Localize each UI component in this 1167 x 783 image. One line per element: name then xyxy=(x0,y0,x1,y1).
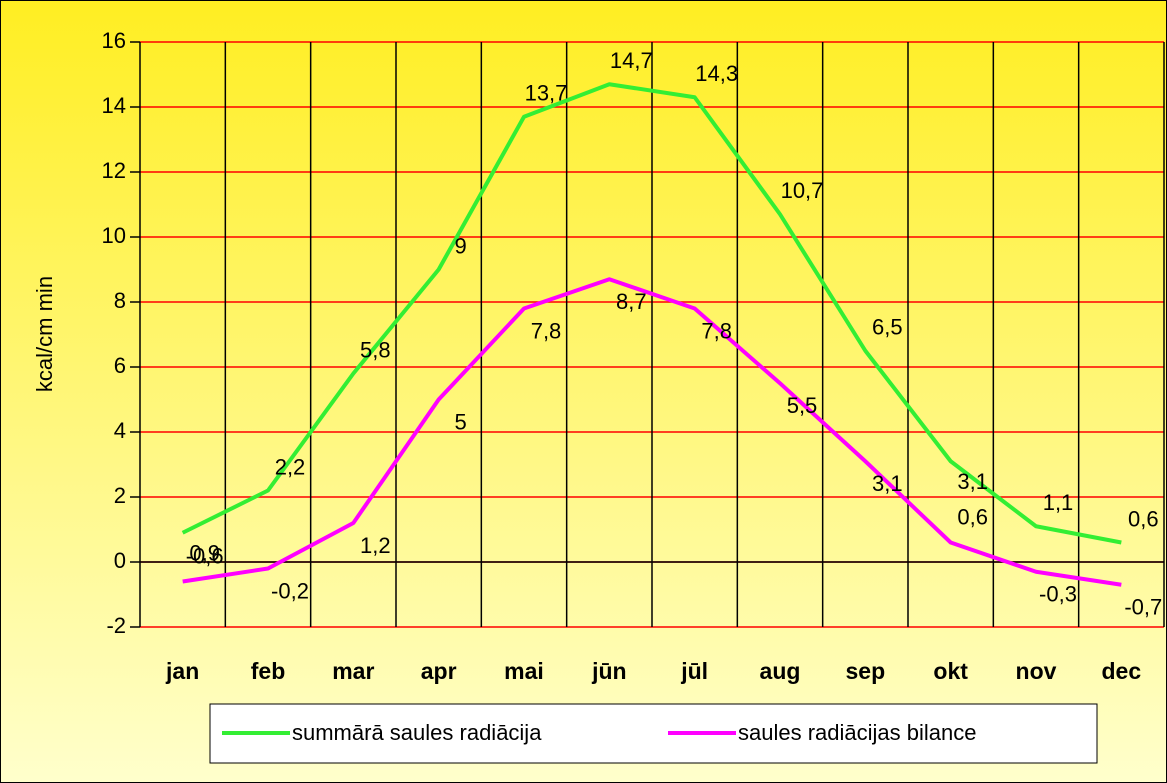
y-tick-label: 14 xyxy=(102,93,126,118)
legend xyxy=(209,703,1098,764)
y-tick-label: 0 xyxy=(114,548,126,573)
y-tick-label: 2 xyxy=(114,483,126,508)
data-label: 7,8 xyxy=(701,318,732,343)
data-label: 0,9 xyxy=(189,541,220,566)
y-tick-label: -2 xyxy=(106,613,126,638)
series-line xyxy=(182,277,1122,587)
x-tick-label: mai xyxy=(504,658,544,684)
x-tick-label: okt xyxy=(933,658,968,684)
x-tick-label: feb xyxy=(251,658,286,684)
data-label: 14,3 xyxy=(695,61,738,86)
x-tick-label: jūn xyxy=(591,658,627,684)
data-label: 14,7 xyxy=(610,48,653,73)
data-label: 3,1 xyxy=(872,471,903,496)
x-tick-label: jan xyxy=(165,658,199,684)
y-tick-label: 16 xyxy=(102,28,126,53)
data-label: -0,6 xyxy=(186,543,224,568)
x-tick-label: sep xyxy=(846,658,886,684)
data-label: 2,2 xyxy=(275,454,306,479)
data-label: 1,2 xyxy=(360,533,391,558)
data-label: 5,5 xyxy=(787,393,818,418)
y-tick-label: 10 xyxy=(102,223,126,248)
data-label: 9 xyxy=(455,233,467,258)
x-tick-label: dec xyxy=(1102,658,1142,684)
y-tick-label: 12 xyxy=(102,158,126,183)
x-tick-label: mar xyxy=(332,658,374,684)
data-label: -0,2 xyxy=(271,578,309,603)
y-axis-label: kcal/cm min xyxy=(32,276,57,392)
x-tick-label: aug xyxy=(760,658,801,684)
legend-label: saules radiācijas bilance xyxy=(738,720,976,745)
x-tick-label: jūl xyxy=(680,658,708,684)
y-tick-label: 6 xyxy=(114,353,126,378)
data-label: 6,5 xyxy=(872,315,903,340)
x-tick-label: nov xyxy=(1016,658,1057,684)
data-label: 5,8 xyxy=(360,337,391,362)
data-label: 0,6 xyxy=(1128,506,1159,531)
x-tick-label: apr xyxy=(421,658,457,684)
data-label: 3,1 xyxy=(957,469,988,494)
data-label: 8,7 xyxy=(616,289,647,314)
data-label: -0,7 xyxy=(1124,595,1162,620)
y-tick-label: 4 xyxy=(114,418,126,443)
data-label: 0,6 xyxy=(957,504,988,529)
data-label: 13,7 xyxy=(525,81,568,106)
data-label: 5 xyxy=(455,409,467,434)
series-line xyxy=(181,82,1122,545)
legend-label: summārā saules radiācija xyxy=(292,720,542,745)
data-label: 1,1 xyxy=(1043,490,1074,515)
y-tick-label: 8 xyxy=(114,288,126,313)
data-label: -0,3 xyxy=(1039,582,1077,607)
data-label: 10,7 xyxy=(781,178,824,203)
data-label: 7,8 xyxy=(531,318,562,343)
